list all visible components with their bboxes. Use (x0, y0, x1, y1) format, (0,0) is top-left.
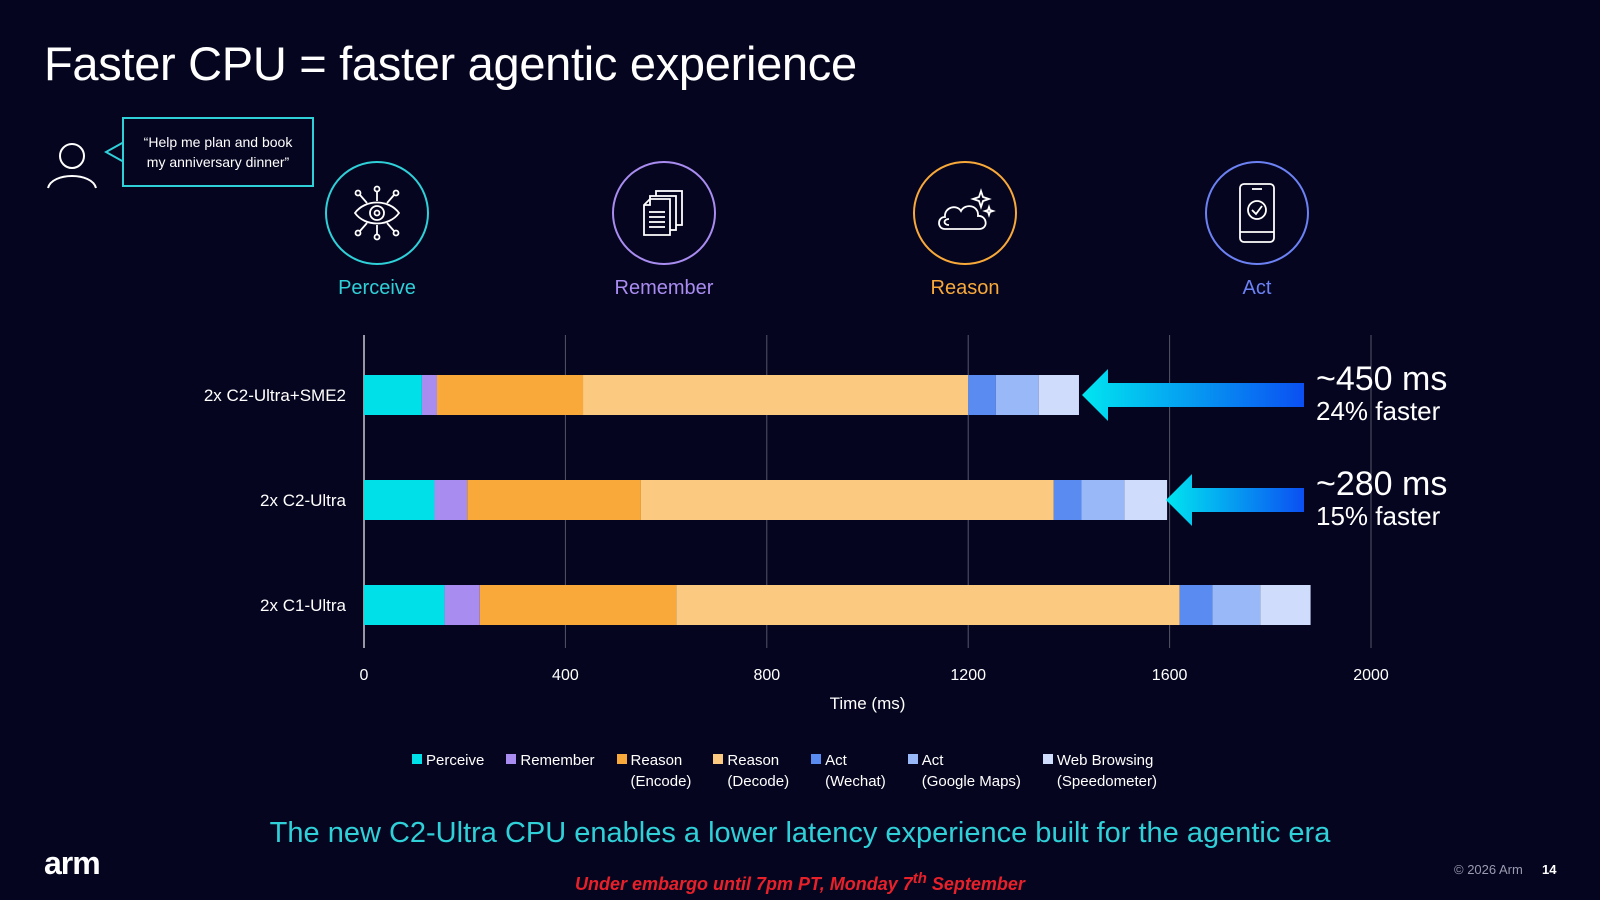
legend-swatch (907, 754, 918, 764)
legend-sublabel: (Google Maps) (921, 773, 1021, 790)
latency-bar-chart: 0 400 800 1200 1600 2000 Time (ms) 2x C2-Ultra+… (204, 335, 1389, 713)
copyright: © 2026 Arm (1454, 862, 1523, 877)
stage-label-remember: Remember (614, 277, 714, 299)
improvement-ms-2: ~280 ms (1316, 465, 1448, 503)
legend-swatch (713, 754, 724, 764)
legend-item-reason-decode: Reason (Decode) (713, 750, 789, 792)
eye-network-icon (353, 185, 401, 241)
legend-sublabel: (Wechat) (825, 773, 886, 790)
improvement-annotation-1: ~450 ms 24% faster (1316, 361, 1447, 425)
legend-item-act-google-maps: Act (Google Maps) (907, 750, 1021, 792)
stage-label-perceive: Perceive (338, 277, 416, 299)
legend-label: Act (825, 752, 847, 769)
improvement-pct-1: 24% faster (1316, 396, 1441, 426)
legend-swatch (811, 754, 822, 764)
improvement-pct-2: 15% faster (1316, 501, 1441, 531)
tagline: The new C2-Ultra CPU enables a lower lat… (269, 817, 1331, 849)
bar-segment (364, 585, 445, 625)
improvement-annotation-2: ~280 ms 15% faster (1316, 466, 1447, 530)
bar-segment (583, 375, 969, 415)
bar-segment (676, 585, 1180, 625)
user-icon (47, 143, 97, 189)
legend-label: Reason (630, 752, 683, 769)
x-tick-label: 0 (360, 667, 369, 684)
bar-segment (421, 375, 438, 415)
legend-sublabel: (Decode) (727, 773, 790, 790)
bar-segment (364, 480, 435, 520)
x-axis-label: Time (ms) (830, 694, 906, 713)
legend-label: Remember (520, 752, 595, 769)
bar-segment (467, 480, 641, 520)
bar-segment (1260, 585, 1311, 625)
perceive-circle (325, 161, 429, 265)
legend-label: Web Browsing (1056, 752, 1154, 769)
bar-segment (1212, 585, 1261, 625)
legend-label: Perceive (426, 752, 485, 769)
legend-swatch (506, 754, 517, 764)
bar-segment (1124, 480, 1168, 520)
improvement-arrow-2 (1166, 474, 1304, 526)
bar-segment (444, 585, 480, 625)
stage-remember: Remember (594, 161, 734, 300)
cloud-sparkle-icon (938, 188, 996, 230)
legend-swatch (1042, 754, 1053, 764)
embargo-superscript: th (912, 870, 927, 887)
legend-sublabel: (Speedometer) (1056, 773, 1157, 790)
bar-segment (968, 375, 996, 415)
bar-segment (1053, 480, 1082, 520)
embargo-notice: Under embargo until 7pm PT, Monday 7th S… (0, 870, 1600, 895)
category-label: 2x C2-Ultra+SME2 (204, 386, 346, 405)
x-tick-label: 400 (552, 667, 579, 684)
legend-swatch (412, 754, 422, 764)
remember-circle (612, 161, 716, 265)
stage-act: Act (1187, 161, 1327, 300)
x-tick-label: 1200 (950, 667, 986, 684)
speech-bubble-line-1: “Help me plan and book (143, 134, 293, 150)
bar-segment (437, 375, 584, 415)
stage-perceive: Perceive (307, 161, 447, 300)
x-tick-label: 2000 (1353, 667, 1389, 684)
reason-circle (913, 161, 1017, 265)
bar-segment (995, 375, 1039, 415)
page-number: 14 (1542, 862, 1557, 877)
bar-segment (1081, 480, 1125, 520)
act-circle (1205, 161, 1309, 265)
legend-item-remember: Remember (506, 750, 595, 792)
stage-label-reason: Reason (930, 277, 1000, 299)
embargo-tail: September (926, 874, 1025, 894)
legend-label: Reason (727, 752, 780, 769)
bar-segment (1179, 585, 1213, 625)
stage-reason: Reason (895, 161, 1035, 300)
x-tick-label: 800 (753, 667, 780, 684)
chart-legend: Perceive Remember Reason (Encode) Reason… (412, 750, 1179, 792)
bar-segment (479, 585, 677, 625)
improvement-arrow-1 (1082, 369, 1304, 421)
bar-segment (434, 480, 468, 520)
stage-label-act: Act (1242, 277, 1272, 299)
legend-sublabel: (Encode) (630, 773, 692, 790)
phone-check-icon (1239, 183, 1275, 243)
legend-item-act-wechat: Act (Wechat) (811, 750, 886, 792)
speech-bubble-tail (104, 141, 124, 163)
legend-label: Act (921, 752, 944, 769)
x-tick-label: 1600 (1152, 667, 1188, 684)
bar-segment (1038, 375, 1079, 415)
category-label: 2x C1-Ultra (260, 596, 347, 615)
embargo-text: Under embargo until 7pm PT, Monday 7 (575, 874, 913, 894)
bar-segment (364, 375, 422, 415)
legend-swatch (616, 754, 627, 764)
improvement-ms-1: ~450 ms (1316, 360, 1448, 398)
slide-title: Faster CPU = faster agentic experience (44, 37, 857, 90)
category-label: 2x C2-Ultra (260, 491, 347, 510)
bar-segment (640, 480, 1054, 520)
legend-item-perceive: Perceive (412, 750, 484, 792)
speech-bubble: “Help me plan and book my anniversary di… (122, 117, 314, 187)
arm-logo: arm (44, 845, 101, 881)
legend-item-web-browsing: Web Browsing (Speedometer) (1042, 750, 1157, 792)
legend-item-reason-encode: Reason (Encode) (616, 750, 692, 792)
documents-icon (643, 190, 683, 236)
speech-bubble-line-2: my anniversary dinner” (146, 154, 290, 170)
